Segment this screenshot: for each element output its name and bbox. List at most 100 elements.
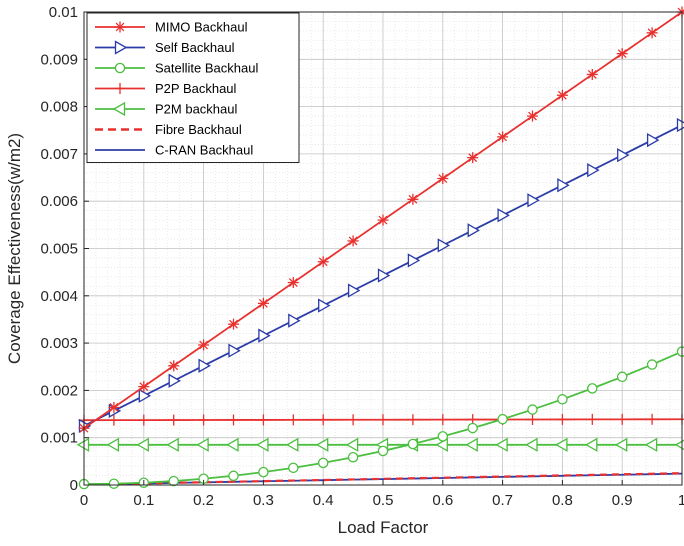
data-point — [437, 172, 449, 184]
data-point — [138, 414, 150, 426]
data-point — [198, 339, 210, 351]
legend-marker — [114, 62, 126, 74]
legend-marker — [114, 40, 128, 55]
legend-item: Satellite Backhaul — [95, 61, 258, 76]
data-point — [288, 313, 301, 328]
data-point — [198, 358, 211, 373]
data-point — [497, 413, 508, 425]
series-mimo-backhaul — [78, 6, 684, 434]
legend-label: MIMO Backhaul — [155, 20, 248, 35]
data-point — [377, 414, 389, 426]
y-axis: 0 0.001 0.002 0.003 0.004 0.005 0.006 0.007 0.00… — [40, 4, 89, 494]
x-tick-label: 0.3 — [253, 492, 274, 509]
data-point — [377, 445, 389, 457]
data-point — [437, 431, 449, 442]
x-tick-label: 0.6 — [432, 492, 453, 509]
data-point — [166, 437, 179, 452]
data-point — [198, 414, 210, 426]
data-point — [584, 437, 598, 452]
legend-item: C-RAN Backhaul — [95, 143, 253, 158]
legend-marker — [114, 83, 126, 94]
data-point — [347, 414, 359, 426]
data-point — [108, 401, 120, 413]
data-point — [257, 414, 269, 426]
x-tick-label: 0.4 — [313, 492, 334, 509]
data-point — [556, 413, 568, 425]
data-point — [407, 193, 419, 205]
data-point — [646, 413, 658, 425]
data-point — [616, 48, 628, 60]
data-point — [587, 383, 598, 394]
data-point — [467, 422, 478, 434]
y-tick-label: 0.008 — [40, 99, 78, 116]
data-point — [407, 414, 419, 426]
data-point — [495, 437, 508, 452]
data-point — [497, 208, 510, 223]
data-point — [616, 371, 628, 383]
y-tick-label: 0.01 — [49, 4, 78, 21]
data-point — [467, 152, 479, 164]
data-point — [467, 223, 481, 238]
data-point — [646, 27, 658, 39]
data-point — [527, 404, 538, 415]
series-group — [76, 6, 684, 490]
legend: MIMO Backhaul Self Backhaul Satellite Back… — [86, 12, 300, 163]
data-point — [437, 238, 451, 253]
y-tick-label: 0.009 — [40, 51, 78, 68]
data-point — [646, 359, 658, 370]
data-point — [287, 277, 299, 289]
data-point — [108, 414, 120, 426]
series-self-backhaul — [78, 117, 684, 433]
data-point — [347, 235, 359, 247]
y-axis-label: Coverage Effectiveness(w/m2) — [5, 133, 24, 364]
data-point — [138, 388, 152, 403]
data-point — [168, 414, 180, 426]
data-point — [315, 437, 329, 452]
legend-item: Fibre Backhaul — [95, 122, 242, 137]
x-tick-label: 0.5 — [373, 492, 394, 509]
data-point — [377, 268, 391, 283]
data-point — [168, 475, 179, 487]
y-tick-label: 0.007 — [40, 146, 78, 163]
y-tick-label: 0.002 — [40, 382, 78, 399]
data-point — [614, 437, 628, 452]
x-tick-label: 0.8 — [552, 492, 573, 509]
x-tick-label: 0.9 — [612, 492, 633, 509]
data-point — [76, 437, 90, 452]
y-tick-label: 0.005 — [40, 241, 78, 258]
data-point — [136, 437, 149, 452]
data-point — [258, 466, 269, 478]
data-point — [345, 437, 359, 452]
x-tick-label: 0.1 — [133, 492, 154, 509]
legend-label: Self Backhaul — [155, 40, 235, 55]
y-tick-label: 0.006 — [40, 193, 78, 210]
data-point — [646, 132, 660, 148]
legend-label: C-RAN Backhaul — [155, 143, 253, 158]
data-point — [168, 373, 182, 388]
data-point — [377, 214, 389, 226]
data-point — [407, 438, 419, 450]
x-axis: 0 0.1 0.2 0.3 0.4 0.5 0.6 0.7 0.8 0.9 1 — [80, 480, 684, 509]
data-point — [168, 360, 180, 372]
data-point — [527, 413, 538, 425]
data-point — [138, 381, 150, 393]
data-point — [586, 68, 598, 80]
data-point — [587, 163, 600, 178]
data-point — [525, 437, 538, 452]
x-tick-label: 0.2 — [193, 492, 214, 509]
data-point — [196, 437, 209, 452]
legend-item: P2M backhaul — [95, 102, 237, 117]
series-satellite-backhaul — [78, 346, 684, 490]
series-fibre-backhaul — [83, 472, 683, 486]
data-point — [555, 437, 568, 452]
legend-label: P2P Backhaul — [155, 81, 237, 96]
data-point — [228, 343, 241, 358]
data-point — [527, 110, 538, 122]
legend-label: Satellite Backhaul — [155, 61, 258, 76]
legend-marker — [114, 21, 126, 33]
data-point — [228, 318, 239, 330]
data-point — [317, 256, 329, 268]
legend-item: P2P Backhaul — [95, 81, 237, 96]
data-point — [347, 451, 359, 463]
